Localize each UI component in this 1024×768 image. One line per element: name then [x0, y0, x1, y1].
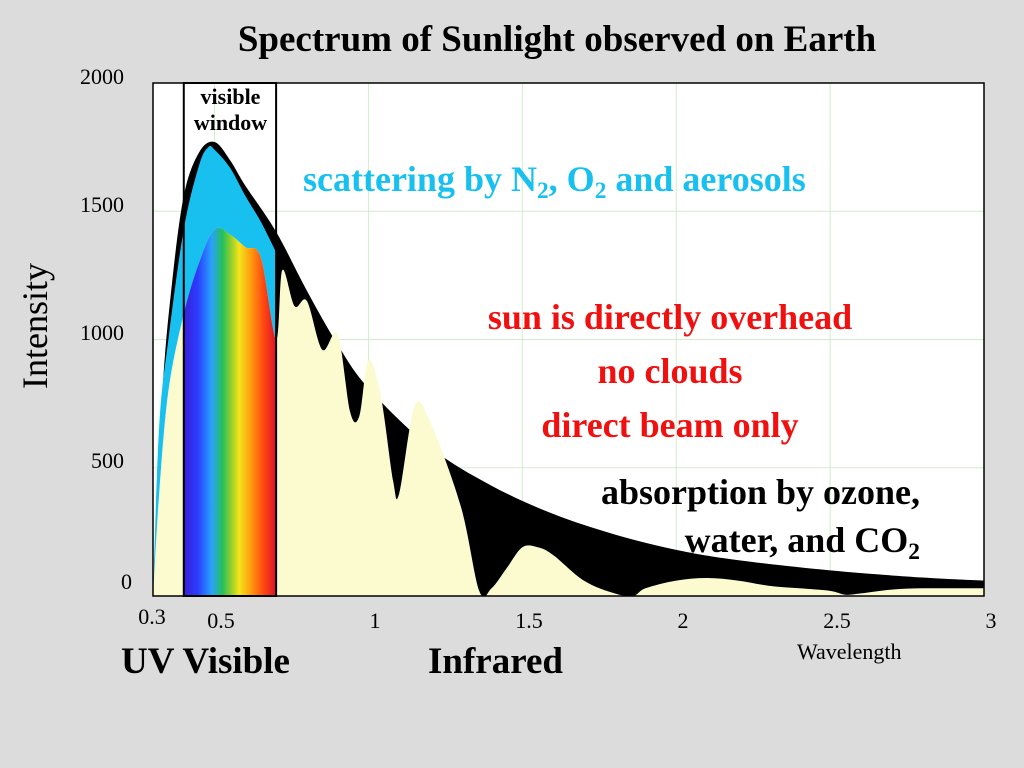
- absorption-line: water, and CO2: [684, 520, 920, 566]
- absorption-annotation: absorption by ozone, water, and CO2: [440, 468, 920, 564]
- y-tick-label: 2000: [80, 64, 124, 89]
- scattering-annotation-text: scattering by N2, O2 and aerosols: [303, 159, 806, 205]
- x-tick-label: 3: [985, 608, 997, 633]
- visible-window-label-line: window: [193, 110, 268, 135]
- infrared-label: Infrared: [428, 641, 563, 682]
- chart-title: Spectrum of Sunlight observed on Earth: [237, 19, 877, 60]
- y-tick-label: 1000: [80, 320, 124, 345]
- visible-window-label-line: visible: [200, 84, 261, 109]
- condition-line: sun is directly overhead: [487, 297, 853, 337]
- plot-border: [152, 82, 985, 597]
- y-tick-label: 1500: [80, 192, 124, 217]
- x-tick-label: 1: [369, 608, 381, 633]
- y-tick-label: 500: [91, 448, 124, 473]
- y-tick-label: 0: [121, 569, 132, 594]
- conditions-annotation: sun is directly overhead no clouds direc…: [410, 290, 930, 452]
- x-tick-label: 2: [677, 608, 689, 633]
- condition-line: direct beam only: [541, 405, 799, 445]
- surface-spectrum-area: [153, 227, 984, 596]
- x-tick-label: 2.5: [823, 608, 851, 633]
- visible-window-label: visible window: [183, 84, 278, 136]
- x-tick-label: 0.3: [138, 604, 166, 629]
- x-tick-label: 0.5: [207, 608, 235, 633]
- absorption-line: absorption by ozone,: [600, 472, 920, 512]
- scattering-annotation: scattering by N2, O2 and aerosols: [303, 158, 806, 205]
- uv-visible-label: UV Visible: [121, 641, 290, 682]
- condition-line: no clouds: [597, 351, 743, 391]
- visible-rainbow-band: [183, 227, 277, 596]
- x-tick-label: 1.5: [515, 608, 543, 633]
- x-axis-label: Wavelength: [797, 639, 902, 664]
